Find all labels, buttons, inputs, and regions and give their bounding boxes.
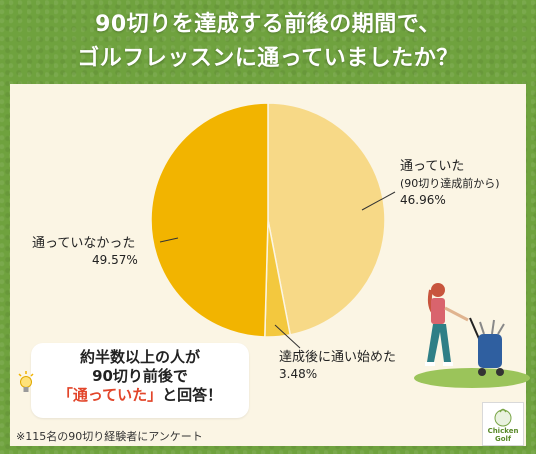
chicken-golf-logo: Chicken Golf [482,402,524,446]
slice-label-tasseigo: 達成後に通い始めた 3.48% [279,349,396,383]
slice-label-text: 通っていた [400,159,465,174]
title-line-1: 90切りを達成する前後の期間で、 [95,12,441,37]
slice-sublabel-text: (90切り達成前から) [400,177,500,190]
chicken-icon [494,408,512,427]
slice-value-text: 3.48% [279,367,318,381]
golfer-shirt [431,298,445,324]
logo-text-line-2: Golf [495,435,511,443]
summary-callout: 約半数以上の人が 90切り前後で 「通っていた」と回答！ [31,343,249,418]
golfer-head [431,283,445,297]
callout-line-1: 約半数以上の人が [79,348,200,366]
slice-kayotteita [267,102,386,336]
slice-kayotteinakatta [150,102,269,338]
golfer-illustration [414,283,530,388]
slice-label-text: 通っていなかった [32,236,136,251]
title-line-2: ゴルフレッスンに通っていましたか？ [77,46,459,71]
logo-text-line-1: Chicken [487,427,519,435]
slice-label-kayotteinakatta: 通っていなかった 49.57% [32,235,138,269]
lightbulb-icon [18,371,34,392]
survey-note: ※115名の90切り経験者にアンケート [16,430,203,443]
callout-line-3-tail: と回答！ [162,386,223,404]
golfer-pants [427,324,451,362]
slice-value-text: 46.96% [400,193,446,207]
golf-bag [478,334,502,368]
chart-title: 90切りを達成する前後の期間で、 ゴルフレッスンに通っていましたか？ [0,8,536,76]
callout-highlight: 「通っていた」 [57,386,163,404]
slice-label-text: 達成後に通い始めた [279,350,397,365]
callout-line-3: 「通っていた」と回答！ [31,386,249,405]
callout-line-2: 90切り前後で [92,367,188,385]
leader-line-kayotteita [361,191,396,211]
slice-value-text: 49.57% [92,253,138,267]
leader-line-tasseigo [274,324,301,349]
leader-line-kayotteinakatta [159,237,179,243]
slice-label-kayotteita: 通っていた (90切り達成前から) 46.96% [400,158,500,209]
grass-patch [414,368,530,388]
